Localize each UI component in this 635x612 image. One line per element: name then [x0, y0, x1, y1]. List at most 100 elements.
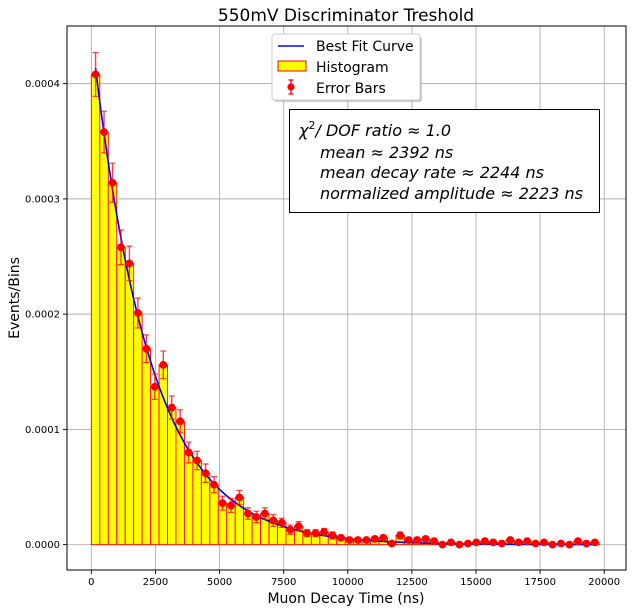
data-point: [159, 360, 168, 369]
error-bar: [252, 510, 261, 524]
data-point: [218, 499, 227, 508]
error-bar: [531, 539, 540, 548]
legend-label-histogram: Histogram: [316, 60, 389, 76]
error-bars: [91, 51, 599, 549]
annotation-amplitude: normalized amplitude ≈ 2223 ns: [320, 184, 583, 203]
error-bar: [277, 517, 286, 528]
x-tick-label: 15000: [460, 577, 492, 588]
error-bar: [557, 539, 565, 548]
error-bar: [227, 497, 235, 513]
histogram-bar: [183, 451, 194, 546]
data-point: [506, 536, 515, 544]
x-tick-label: 10000: [332, 577, 364, 588]
annotation-mean: mean ≈ 2392 ns: [320, 143, 453, 162]
histogram-bars: [90, 73, 600, 546]
data-point: [227, 501, 235, 510]
x-axis-ticks: 0 2500 5000 7500 10000 12500 15000 17500 20000: [88, 570, 620, 588]
data-point: [337, 533, 345, 542]
error-bar: [328, 531, 337, 540]
legend-box: [271, 33, 421, 101]
chart-title: 550mV Discriminator Treshold: [218, 6, 474, 26]
error-bar: [269, 514, 278, 527]
data-point: [150, 382, 159, 391]
error-bar: [176, 409, 185, 434]
error-bar: [413, 536, 422, 544]
data-point: [590, 538, 599, 547]
error-bar: [362, 536, 371, 544]
error-bar: [438, 540, 447, 549]
data-point: [523, 537, 532, 546]
error-bar: [514, 538, 523, 547]
error-bar: [345, 536, 354, 544]
error-bar: [311, 529, 320, 538]
error-bar: [455, 540, 464, 549]
error-bar: [480, 537, 489, 546]
annotation-box: [289, 109, 600, 213]
error-bar: [421, 534, 430, 543]
data-point: [582, 539, 591, 548]
error-bar: [396, 531, 405, 540]
y-tick-label: 0.0001: [25, 425, 60, 436]
error-bar: [142, 334, 151, 364]
x-tick-label: 5000: [207, 577, 232, 588]
histogram-bar: [141, 348, 152, 546]
error-bar: [379, 533, 388, 542]
data-point: [413, 536, 422, 544]
error-bar: [447, 538, 455, 547]
x-tick-label: 20000: [588, 577, 620, 588]
error-bar: [244, 507, 252, 520]
error-bar: [497, 539, 506, 548]
histogram-bar: [209, 484, 219, 546]
data-point: [557, 539, 565, 548]
error-bar: [184, 441, 193, 464]
data-point: [176, 417, 185, 426]
x-tick-label: 2500: [143, 577, 168, 588]
error-bar: [100, 110, 108, 154]
legend-label-fit: Best Fit Curve: [316, 39, 414, 55]
legend: Best Fit Curve Histogram Error Bars: [271, 33, 422, 102]
data-point: [362, 536, 371, 544]
histogram-bar: [167, 407, 177, 546]
data-point: [480, 537, 489, 546]
data-point: [379, 533, 388, 542]
error-bar: [303, 529, 312, 538]
data-point: [370, 534, 379, 543]
error-bar: [108, 162, 117, 203]
y-tick-label: 0.0000: [25, 540, 60, 551]
error-bar: [370, 534, 379, 543]
data-point: [108, 178, 117, 187]
histogram-bar: [107, 182, 118, 546]
x-tick-label: 12500: [396, 577, 428, 588]
data-point: [210, 480, 218, 489]
data-point: [438, 540, 447, 549]
data-point: [548, 540, 557, 549]
data-point: [117, 243, 125, 252]
data-point: [303, 529, 312, 538]
data-point: [91, 70, 100, 79]
error-bar: [540, 538, 548, 547]
error-bar: [582, 539, 591, 548]
annotation-dof-ratio: / DOF ratio ≈ 1.0: [313, 121, 451, 140]
error-bar: [523, 537, 532, 546]
error-bar: [286, 524, 295, 535]
error-bar: [489, 538, 498, 547]
y-axis-label: Events/Bins: [7, 257, 23, 339]
error-bar: [235, 489, 244, 505]
histogram-bar: [90, 73, 101, 546]
data-point: [354, 536, 362, 544]
error-bar: [125, 245, 134, 282]
data-point: [193, 456, 202, 465]
y-tick-label: 0.0004: [25, 79, 60, 90]
error-bar: [590, 538, 599, 547]
data-point: [345, 536, 354, 544]
error-bar: [294, 520, 303, 532]
data-point: [447, 538, 455, 547]
data-point: [294, 522, 303, 531]
data-point: [396, 531, 405, 540]
error-bar: [117, 229, 125, 266]
data-point: [142, 344, 151, 353]
data-point: [455, 540, 464, 549]
x-axis-label: Muon Decay Time (ns): [267, 591, 424, 607]
error-bar: [472, 538, 481, 547]
annotation-superscript: 2: [308, 119, 315, 132]
